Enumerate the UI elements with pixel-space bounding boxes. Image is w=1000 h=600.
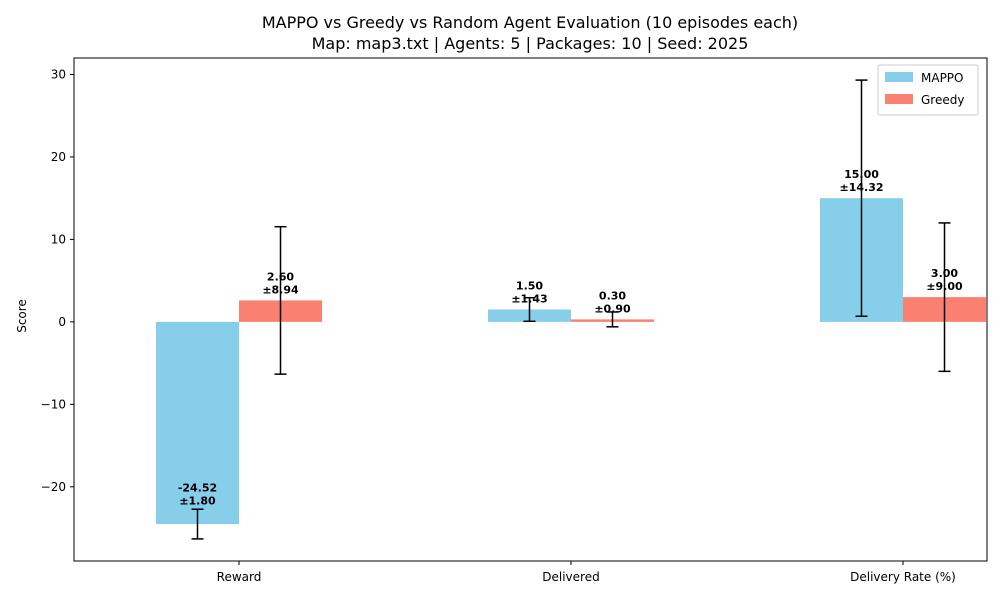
plot-frame bbox=[73, 57, 988, 562]
chart-title: MAPPO vs Greedy vs Random Agent Evaluati… bbox=[262, 13, 798, 32]
x-tick-label: Reward bbox=[217, 570, 262, 584]
legend-label: MAPPO bbox=[921, 71, 963, 85]
x-tick-label: Delivery Rate (%) bbox=[850, 570, 956, 584]
data-label-value: 0.30 bbox=[599, 289, 626, 302]
y-tick-label: −20 bbox=[41, 480, 66, 494]
y-tick-label: −10 bbox=[41, 397, 66, 411]
y-tick-label: 10 bbox=[51, 232, 66, 246]
data-label-error: ±9.00 bbox=[926, 280, 963, 293]
data-label-value: 3.00 bbox=[931, 267, 958, 280]
data-label-value: 1.50 bbox=[516, 279, 543, 292]
data-label-error: ±0.90 bbox=[594, 302, 631, 315]
data-label-value: -24.52 bbox=[178, 482, 217, 495]
data-label-error: ±1.43 bbox=[511, 292, 547, 305]
x-tick-label: Delivered bbox=[542, 570, 599, 584]
legend-label: Greedy bbox=[921, 93, 964, 107]
y-tick-label: 0 bbox=[58, 315, 66, 329]
y-axis-label: Score bbox=[15, 299, 29, 333]
data-label-error: ±14.32 bbox=[839, 181, 883, 194]
legend: MAPPO Greedy bbox=[877, 64, 979, 116]
data-label-value: 15.00 bbox=[844, 168, 879, 181]
data-label-error: ±1.80 bbox=[179, 495, 216, 508]
legend-swatch bbox=[885, 94, 913, 104]
bar-mappo bbox=[156, 321, 239, 525]
y-tick-label: 30 bbox=[51, 67, 66, 81]
y-tick-label: 20 bbox=[51, 150, 66, 164]
chart-subtitle: Map: map3.txt | Agents: 5 | Packages: 10… bbox=[312, 34, 749, 53]
legend-swatch bbox=[885, 72, 913, 82]
data-label-error: ±8.94 bbox=[262, 283, 299, 296]
data-label-value: 2.60 bbox=[267, 270, 294, 283]
